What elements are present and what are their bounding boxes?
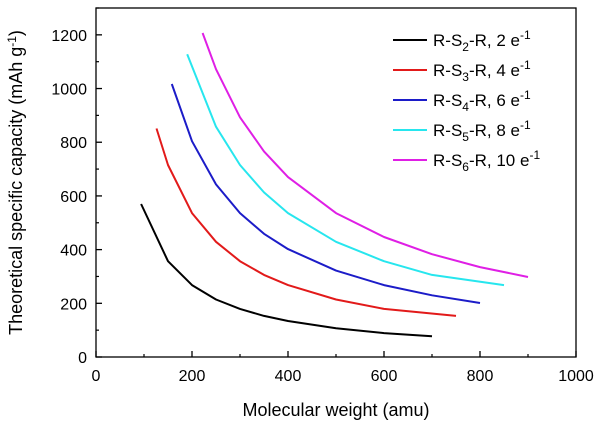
y-tick-label: 1000 xyxy=(51,82,87,99)
y-tick-label: 800 xyxy=(60,135,87,152)
y-axis-title-tail: ) xyxy=(6,30,26,36)
series-line-2 xyxy=(155,128,457,317)
legend-label-1: R-S2-R, 2 e-1 xyxy=(433,28,531,54)
x-tick-label: 200 xyxy=(179,368,206,385)
series-line-5 xyxy=(201,32,529,278)
x-axis-title: Molecular weight (amu) xyxy=(242,400,429,420)
series-line-4 xyxy=(186,53,505,287)
y-tick-label: 0 xyxy=(78,350,87,367)
y-axis-title-sup: -1 xyxy=(5,36,19,47)
x-tick-label: 400 xyxy=(275,368,302,385)
x-tick-label: 600 xyxy=(371,368,398,385)
legend-label-2: R-S3-R, 4 e-1 xyxy=(433,58,531,84)
y-axis-title-main: Theoretical specific capacity (mAh g xyxy=(6,47,26,335)
x-tick-label: 0 xyxy=(92,368,101,385)
y-axis-title: Theoretical specific capacity (mAh g-1) xyxy=(5,30,26,335)
y-tick-label: 200 xyxy=(60,296,87,313)
y-tick-label: 600 xyxy=(60,189,87,206)
y-tick-label: 1200 xyxy=(51,28,87,45)
x-tick-label: 800 xyxy=(467,368,494,385)
y-tick-label: 400 xyxy=(60,243,87,260)
series-line-3 xyxy=(170,83,481,304)
legend-label-3: R-S4-R, 6 e-1 xyxy=(433,88,531,114)
legend-label-4: R-S5-R, 8 e-1 xyxy=(433,118,531,144)
series-line-1 xyxy=(140,203,433,338)
x-tick-label: 1000 xyxy=(558,368,594,385)
legend: R-S2-R, 2 e-1 R-S3-R, 4 e-1 R-S4-R, 6 e-1 R… xyxy=(393,28,540,174)
tick-group: 0 200 400 600 800 1000 0 200 400 600 800 1000 1200 xyxy=(51,7,594,385)
legend-label-5: R-S6-R, 10 e-1 xyxy=(433,148,540,174)
series-group xyxy=(140,32,529,338)
